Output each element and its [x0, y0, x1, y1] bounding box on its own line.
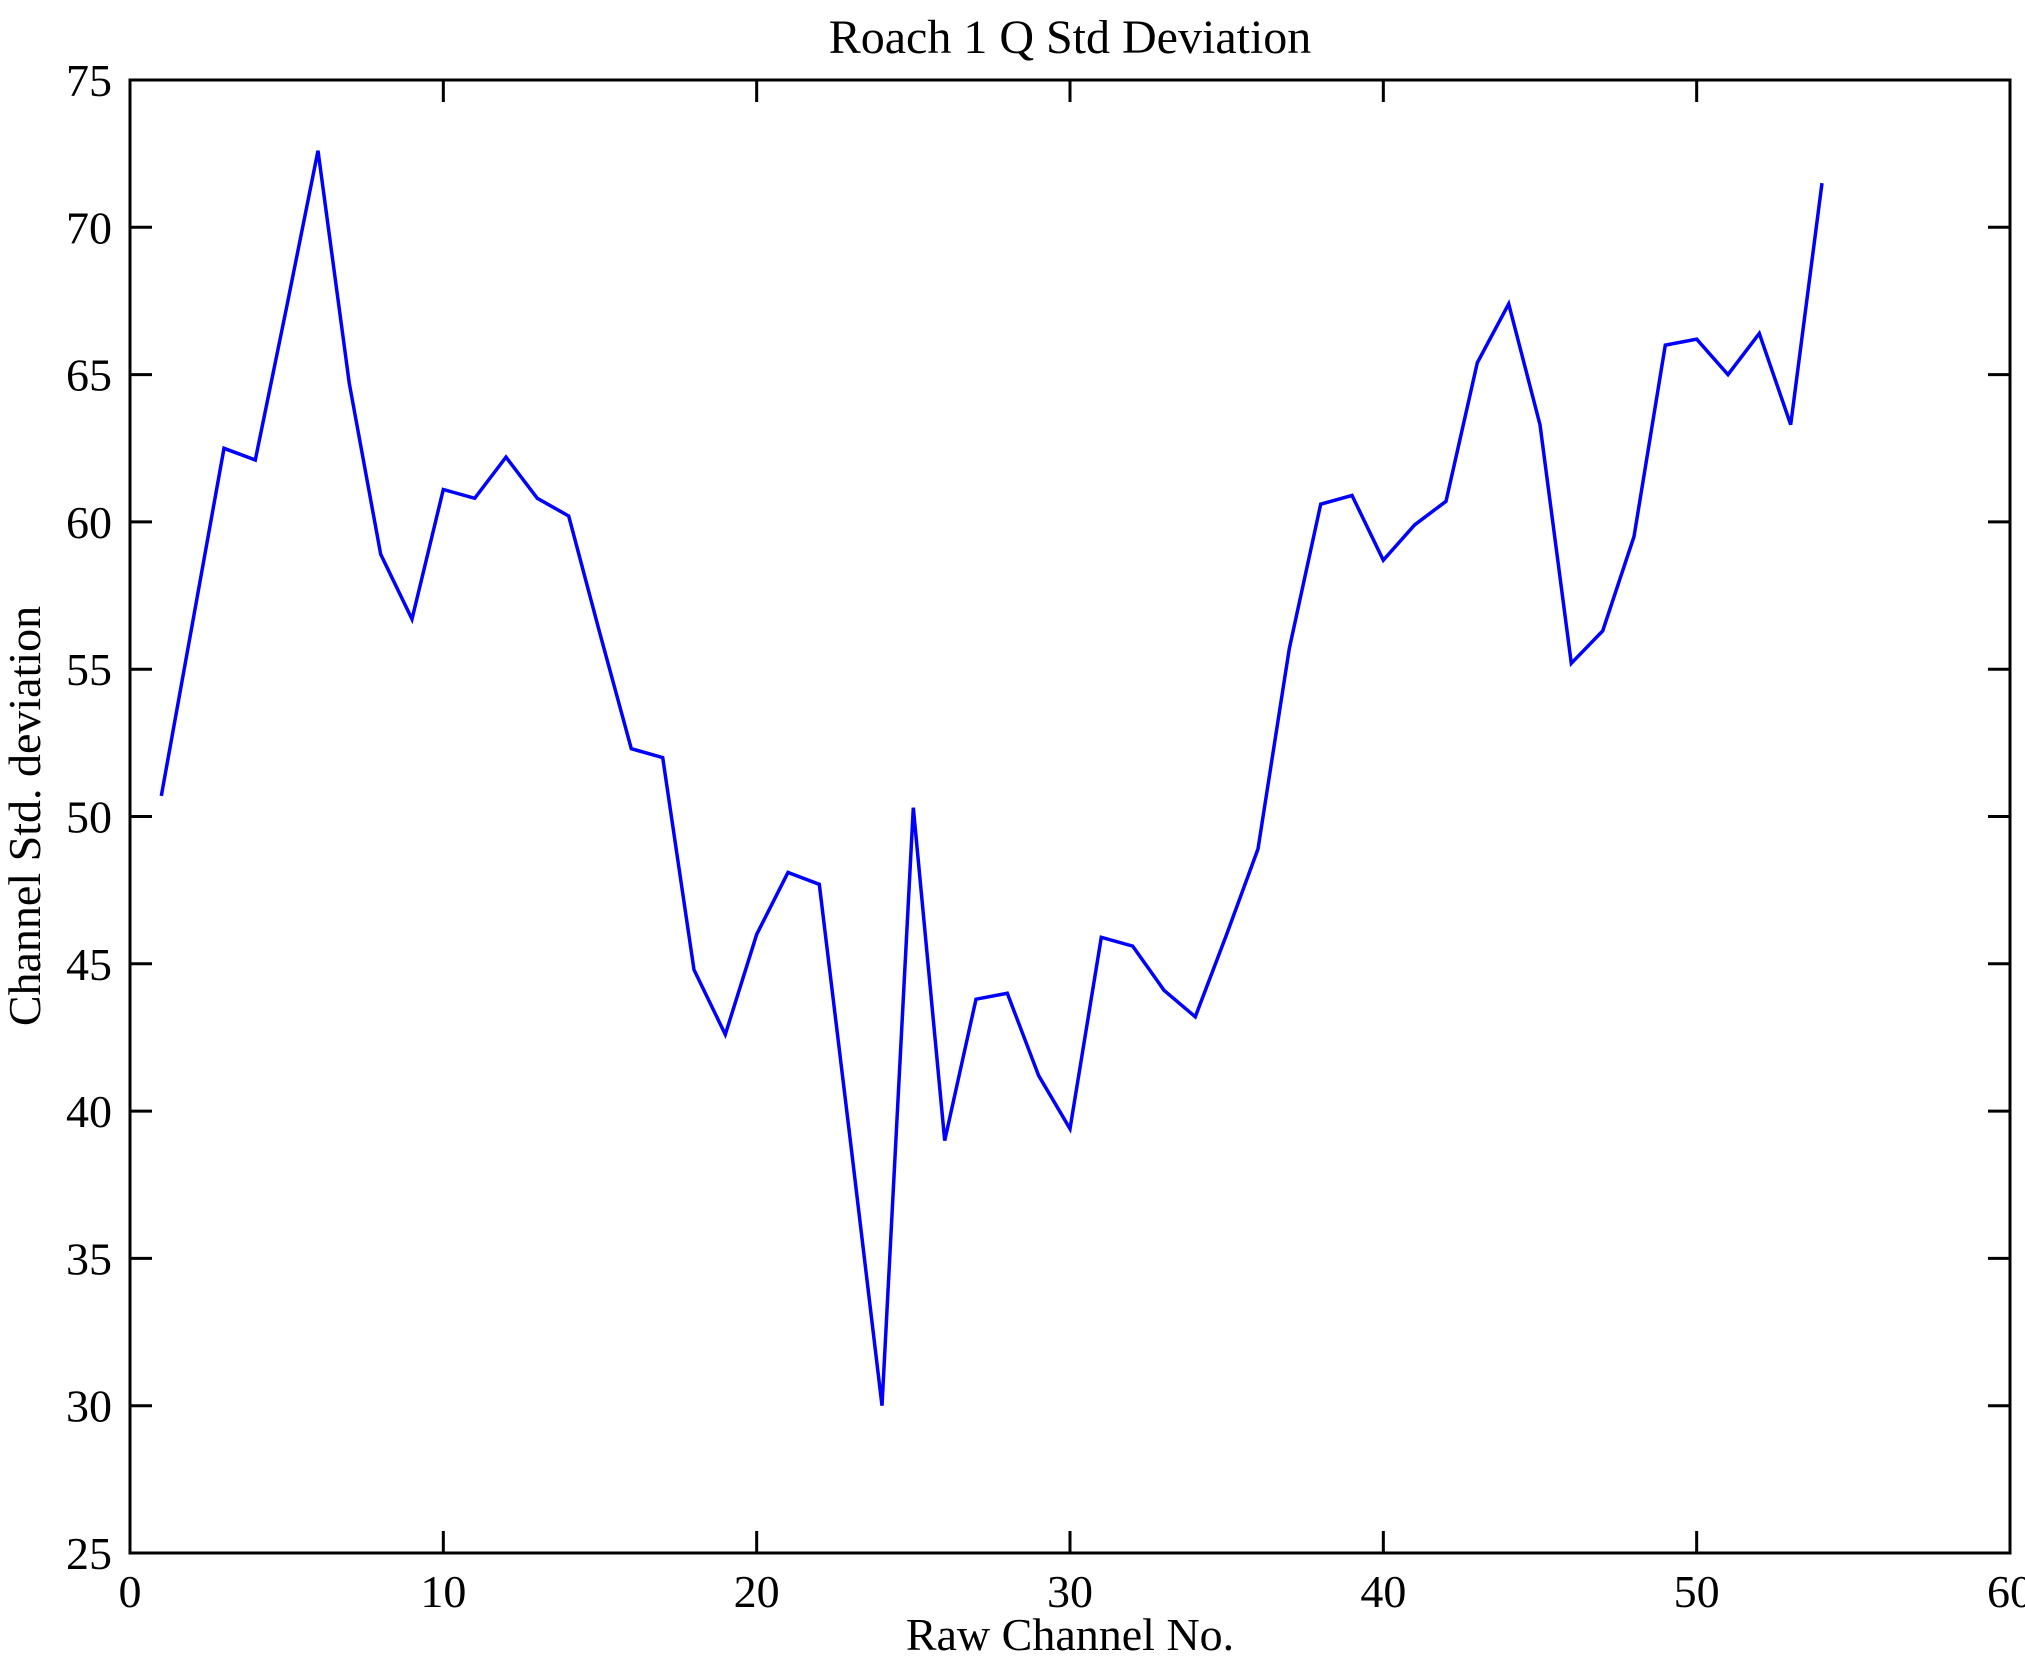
- y-tick-label: 40: [66, 1086, 112, 1137]
- y-tick-label: 70: [66, 202, 112, 253]
- x-tick-label: 10: [420, 1566, 466, 1617]
- y-tick-label: 50: [66, 792, 112, 843]
- tick-labels-layer: 0 10 20 30 40 50 60 25 30 35 40 45 50 55 60 65 70 75: [66, 55, 2025, 1617]
- y-tick-label: 35: [66, 1233, 112, 1284]
- chart-title: Roach 1 Q Std Deviation: [829, 11, 1312, 64]
- ticks-layer: [128, 78, 2012, 1555]
- y-axis-label: Channel Std. deviation: [0, 606, 50, 1026]
- y-tick-label: 30: [66, 1381, 112, 1432]
- x-tick-label: 30: [1047, 1566, 1093, 1617]
- x-tick-label: 60: [1987, 1566, 2025, 1617]
- series-line: [159, 150, 1824, 1406]
- x-tick-label: 0: [119, 1566, 142, 1617]
- x-tick-label: 50: [1674, 1566, 1720, 1617]
- x-tick-label: 20: [734, 1566, 780, 1617]
- y-tick-label: 75: [66, 55, 112, 106]
- y-tick-label: 45: [66, 939, 112, 990]
- x-tick-label: 40: [1360, 1566, 1406, 1617]
- x-axis-label: Raw Channel No.: [906, 1609, 1234, 1660]
- plot-box: [128, 78, 2012, 1555]
- y-tick-label: 55: [66, 644, 112, 695]
- y-tick-label: 65: [66, 350, 112, 401]
- y-tick-label: 60: [66, 497, 112, 548]
- y-tick-label: 25: [66, 1528, 112, 1579]
